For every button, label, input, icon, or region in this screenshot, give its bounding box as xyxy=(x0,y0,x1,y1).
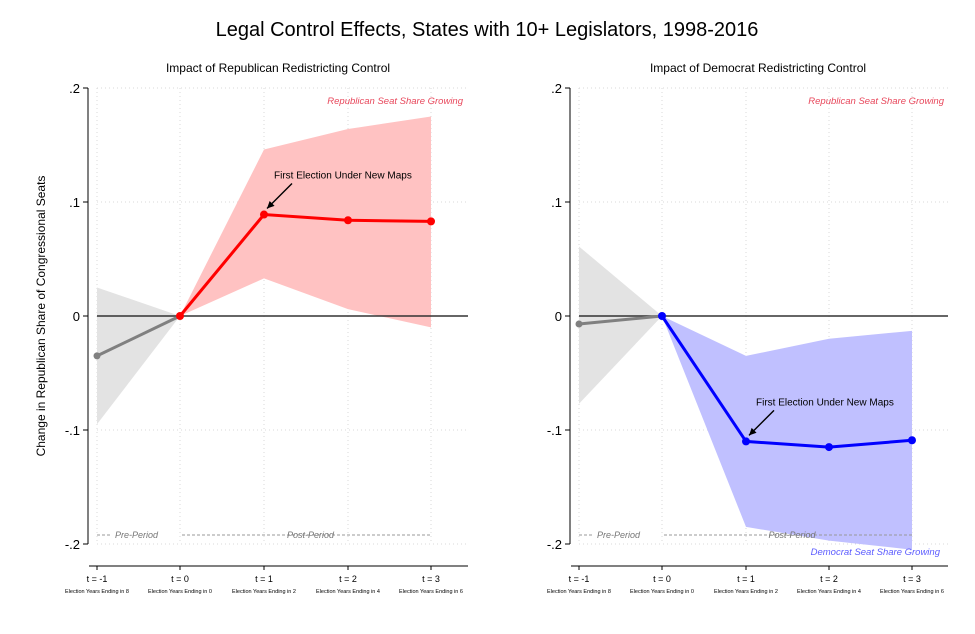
x-tick-sublabel: Election Years Ending in 4 xyxy=(316,589,380,595)
y-tick-label: -.2 xyxy=(547,537,562,552)
x-tick-label: t = 2 xyxy=(820,574,838,584)
annotation-democrat-growing: Democrat Seat Share Growing xyxy=(811,547,941,558)
x-tick-label: t = 1 xyxy=(737,574,755,584)
pre-period-label: Pre-Period xyxy=(597,530,641,540)
y-axis-label: Change in Republican Share of Congressio… xyxy=(34,176,48,457)
x-tick-sublabel: Election Years Ending in 2 xyxy=(714,589,778,595)
y-tick-label: -.2 xyxy=(65,537,80,552)
x-tick-sublabel: Election Years Ending in 8 xyxy=(547,589,611,595)
y-tick-label: -.1 xyxy=(547,423,562,438)
annotation-republican-growing: Republican Seat Share Growing xyxy=(327,96,463,107)
x-tick-label: t = 0 xyxy=(171,574,189,584)
pre-period-line xyxy=(578,314,663,326)
x-tick-label: t = 0 xyxy=(653,574,671,584)
y-tick-label: 0 xyxy=(73,309,80,324)
arrow-annotation-head xyxy=(749,427,757,436)
x-tick-sublabel: Election Years Ending in 6 xyxy=(880,589,944,595)
post-period-point xyxy=(908,436,916,445)
arrow-annotation-text: First Election Under New Maps xyxy=(756,397,894,408)
post-period-point xyxy=(344,216,352,225)
arrow-annotation-head xyxy=(267,200,275,209)
post-period-point xyxy=(742,437,750,446)
post-period-point xyxy=(176,312,184,320)
pre-period-label: Pre-Period xyxy=(115,530,159,540)
y-tick-label: -.1 xyxy=(65,423,80,438)
x-tick-label: t = 2 xyxy=(339,574,357,584)
x-tick-label: t = 3 xyxy=(903,574,921,584)
arrow-annotation-text: First Election Under New Maps xyxy=(274,171,412,182)
figure-title: Legal Control Effects, States with 10+ L… xyxy=(216,19,759,41)
post-period-point xyxy=(427,217,435,226)
y-tick-label: .2 xyxy=(551,81,562,96)
x-tick-label: t = 1 xyxy=(255,574,273,584)
panel-republican: Impact of Republican Redistricting Contr… xyxy=(65,61,468,595)
panel-democrat: Impact of Democrat Redistricting Control… xyxy=(547,61,948,595)
post-period-ci-band xyxy=(662,316,912,550)
post-period-label: Post-Period xyxy=(768,530,816,540)
y-tick-label: 0 xyxy=(555,309,562,324)
x-tick-sublabel: Election Years Ending in 4 xyxy=(797,589,861,595)
x-tick-sublabel: Election Years Ending in 0 xyxy=(630,589,694,595)
panel-title: Impact of Republican Redistricting Contr… xyxy=(166,61,390,75)
post-period-line xyxy=(660,315,913,449)
post-period-ci-band xyxy=(180,116,431,328)
annotation-republican-growing: Republican Seat Share Growing xyxy=(808,96,944,107)
pre-period-line xyxy=(96,314,181,358)
x-tick-label: t = -1 xyxy=(87,574,108,584)
post-period-point xyxy=(260,210,268,219)
x-tick-label: t = 3 xyxy=(422,574,440,584)
pre-period-ci-band xyxy=(579,246,662,404)
pre-period-ci-band xyxy=(97,287,180,425)
pre-period-point xyxy=(575,320,583,328)
panel-title: Impact of Democrat Redistricting Control xyxy=(650,61,866,75)
x-tick-sublabel: Election Years Ending in 6 xyxy=(399,589,463,595)
post-period-line xyxy=(178,212,432,317)
post-period-point xyxy=(658,312,666,320)
x-tick-sublabel: Election Years Ending in 0 xyxy=(148,589,212,595)
post-period-label: Post-Period xyxy=(287,530,335,540)
post-period-point xyxy=(825,443,833,452)
pre-period-point xyxy=(93,352,101,360)
y-tick-label: .2 xyxy=(69,81,80,96)
x-tick-sublabel: Election Years Ending in 2 xyxy=(232,589,296,595)
x-tick-label: t = -1 xyxy=(569,574,590,584)
x-tick-sublabel: Election Years Ending in 8 xyxy=(65,589,129,595)
y-tick-label: .1 xyxy=(69,195,80,210)
y-tick-label: .1 xyxy=(551,195,562,210)
